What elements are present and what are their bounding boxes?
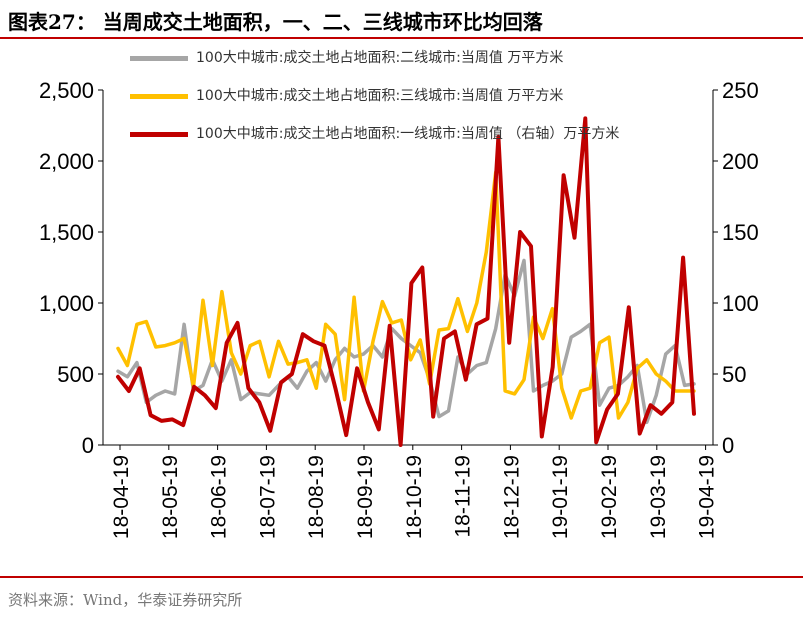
legend-item-second-tier: 100大中城市:成交土地占地面积:二线城市:当周值 万平方米 <box>130 48 700 68</box>
x-tick-label: 19-04-19 <box>696 455 719 539</box>
legend-swatch-third-tier <box>130 94 188 99</box>
legend-swatch-first-tier <box>130 132 188 137</box>
x-tick-label: 18-07-19 <box>256 455 279 539</box>
y-right-tick-label: 200 <box>722 149 759 174</box>
y-left-tick-label: 500 <box>57 362 94 387</box>
y-right-tick-label: 0 <box>722 433 734 458</box>
y-left-tick-label: 1,000 <box>39 291 94 316</box>
y-right-tick-label: 250 <box>722 78 759 103</box>
x-tick-label: 18-09-19 <box>354 455 377 539</box>
legend: 100大中城市:成交土地占地面积:二线城市:当周值 万平方米 100大中城市:成… <box>130 48 700 162</box>
x-tick-label: 18-04-19 <box>110 455 133 539</box>
legend-label-first-tier: 100大中城市:成交土地占地面积:一线城市:当周值 （右轴）万平方米 <box>196 126 620 142</box>
y-left-tick-label: 2,500 <box>39 78 94 103</box>
line-chart: 0 500 1,000 1,500 2,000 2,500 0 50 100 150 200 250 1… <box>39 78 759 539</box>
x-tick-label: 18-12-19 <box>500 455 523 539</box>
source-note: 资料来源：Wind，华泰证券研究所 <box>8 591 243 609</box>
legend-item-third-tier: 100大中城市:成交土地占地面积:三线城市:当周值 万平方米 <box>130 86 700 106</box>
y-left-tick-label: 1,500 <box>39 220 94 245</box>
x-tick-label: 18-06-19 <box>208 455 231 539</box>
x-tick-label: 19-02-19 <box>598 455 621 539</box>
y-left-tick-label: 2,000 <box>39 149 94 174</box>
x-tick-label: 18-10-19 <box>403 455 426 539</box>
y-right-tick-label: 50 <box>722 362 746 387</box>
x-tick-label: 18-05-19 <box>159 455 182 539</box>
title-rule <box>0 37 803 39</box>
legend-label-second-tier: 100大中城市:成交土地占地面积:二线城市:当周值 万平方米 <box>196 50 564 66</box>
legend-swatch-second-tier <box>130 56 188 61</box>
x-tick-label: 19-03-19 <box>647 455 670 539</box>
x-tick-label: 19-01-19 <box>549 455 572 539</box>
x-tick-label: 18-08-19 <box>305 455 328 539</box>
series-line-first-tier <box>116 116 696 447</box>
y-left-tick-label: 0 <box>82 433 94 458</box>
source-rule <box>0 576 803 578</box>
x-tick-label: 18-11-19 <box>452 455 475 538</box>
y-right-tick-label: 100 <box>722 291 759 316</box>
y-right-tick-label: 150 <box>722 220 759 245</box>
legend-item-first-tier: 100大中城市:成交土地占地面积:一线城市:当周值 （右轴）万平方米 <box>130 124 700 144</box>
chart-title: 图表27： 当周成交土地面积，一、二、三线城市环比均回落 <box>8 10 543 34</box>
legend-label-third-tier: 100大中城市:成交土地占地面积:三线城市:当周值 万平方米 <box>196 88 564 104</box>
